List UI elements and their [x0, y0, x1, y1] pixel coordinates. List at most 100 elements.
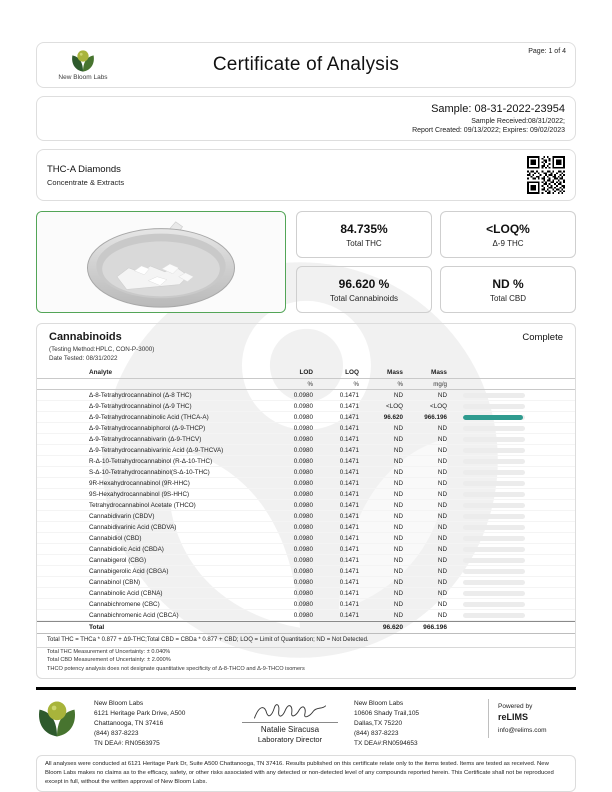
footer-divider — [36, 686, 576, 690]
summary-grid: 84.735% Total THC <LOQ% Δ-9 THC 96.620 %… — [296, 211, 576, 313]
mass-bar — [447, 447, 567, 453]
analyte-mass-mg: ND — [437, 457, 447, 465]
table-row: Cannabinolic Acid (CBNA) 0.0980 0.1471 N… — [37, 588, 575, 599]
analyte-mass-pct: 96.620 — [383, 413, 403, 421]
analyte-name: Cannabidiolic Acid (CBDA) — [89, 545, 164, 553]
analyte-loq: 0.1471 — [339, 534, 359, 542]
lab-city: Dallas,TX 75220 — [354, 719, 403, 727]
analyte-loq: 0.1471 — [339, 479, 359, 487]
analyte-loq: 0.1471 — [339, 600, 359, 608]
mass-bar — [447, 546, 567, 552]
analyte-mass-mg: ND — [437, 556, 447, 564]
uncertainty-thc: Total THC Measurement of Uncertainty: ± … — [47, 649, 171, 655]
col-lod: LOD — [299, 369, 314, 376]
lab-phone: (844) 837-8223 — [354, 729, 399, 737]
watermark-logo-icon — [102, 262, 498, 658]
product-name: THC-A Diamonds — [47, 163, 121, 175]
analyte-lod: 0.0980 — [293, 545, 313, 553]
powered-by-brand: reLIMS — [498, 711, 529, 722]
analyte-mass-pct: ND — [393, 523, 403, 531]
analyte-mass-pct: ND — [393, 589, 403, 597]
uncertainty-cbd: Total CBD Measurement of Uncertainty: ± … — [47, 657, 171, 664]
mass-bar-track — [463, 447, 525, 453]
summary-value: <LOQ% — [486, 221, 530, 236]
lab-name: New Bloom Labs — [354, 699, 404, 707]
cannabinoids-section: Cannabinoids Complete (Testing Method:HP… — [36, 323, 576, 679]
date-tested: Date Tested: 08/31/2022 — [49, 355, 118, 362]
footer: New Bloom Labs 6121 Heritage Park Drive,… — [36, 698, 576, 749]
analyte-loq: 0.1471 — [339, 457, 359, 465]
analyte-name: R-Δ-10-Tetrahydrocannabinol (R-Δ-10-THC) — [89, 457, 213, 465]
unit-lod: % — [307, 380, 313, 388]
sample-received: Sample Received:08/31/2022; — [471, 117, 565, 125]
page-title: Certificate of Analysis — [212, 54, 400, 75]
testing-method: (Testing Method:HPLC, CON-P-3000) — [49, 345, 155, 353]
mass-bar-track — [463, 403, 525, 409]
unit-mass-mg: mg/g — [433, 380, 447, 388]
analyte-lod: 0.0980 — [293, 435, 313, 443]
analyte-mass-mg: ND — [437, 578, 447, 586]
analyte-mass-pct: ND — [393, 435, 403, 443]
qr-code-icon — [527, 156, 565, 194]
analyte-mass-pct: ND — [393, 479, 403, 487]
analyte-lod: 0.0980 — [293, 457, 313, 465]
mass-bar-track — [463, 601, 525, 607]
analyte-name: Cannabichromene (CBC) — [89, 600, 160, 608]
analyte-name: Cannabichromenic Acid (CBCA) — [89, 611, 179, 619]
summary-label: Total CBD — [489, 293, 526, 303]
analyte-loq: 0.1471 — [339, 435, 359, 443]
mass-bar — [447, 601, 567, 607]
analyte-loq: 0.1471 — [339, 589, 359, 597]
mass-bar-track — [463, 590, 525, 596]
analyte-mass-pct: ND — [393, 490, 403, 498]
table-row: Cannabidivarinic Acid (CBDVA) 0.0980 0.1… — [37, 522, 575, 533]
analyte-mass-pct: ND — [393, 556, 403, 564]
col-mass-pct: Mass — [387, 369, 403, 376]
mass-bar — [447, 458, 567, 464]
analyte-mass-pct: ND — [393, 468, 403, 476]
analyte-loq: 0.1471 — [339, 402, 359, 410]
analyte-mass-pct: ND — [393, 457, 403, 465]
table-row: R-Δ-10-Tetrahydrocannabinol (R-Δ-10-THC)… — [37, 456, 575, 467]
table-units-row: % % % mg/g — [37, 379, 575, 390]
sample-info-box: Sample: 08-31-2022-23954 Sample Received… — [36, 96, 576, 141]
mass-bar — [447, 436, 567, 442]
analyte-name: Δ-9-Tetrahydrocannabivarinic Acid (Δ-9-T… — [89, 446, 224, 454]
analyte-lod: 0.0980 — [293, 446, 313, 454]
signatory-name: Natalie Siracusa — [260, 724, 320, 734]
analyte-lod: 0.0980 — [293, 600, 313, 608]
analyte-name: Cannabidiol (CBD) — [89, 534, 142, 542]
analyte-name: Cannabinolic Acid (CBNA) — [89, 589, 163, 597]
analyte-lod: 0.0980 — [293, 589, 313, 597]
table-row: Cannabidiolic Acid (CBDA) 0.0980 0.1471 … — [37, 544, 575, 555]
analyte-mass-mg: ND — [437, 468, 447, 476]
analyte-loq: 0.1471 — [339, 424, 359, 432]
summary-label: Δ-9 THC — [492, 238, 524, 248]
product-info-box: THC-A Diamonds Concentrate & Extracts — [36, 149, 576, 201]
summary-box: 96.620 % Total Cannabinoids — [296, 266, 432, 313]
analyte-mass-pct: ND — [393, 424, 403, 432]
analyte-lod: 0.0980 — [293, 578, 313, 586]
analyte-mass-pct: ND — [393, 534, 403, 542]
analyte-mass-pct: ND — [393, 611, 403, 619]
lab-name: New Bloom Labs — [94, 699, 144, 707]
mass-bar — [447, 524, 567, 530]
total-mass-mg: 966.196 — [423, 624, 447, 631]
mass-bar — [447, 557, 567, 563]
lab-street: 10606 Shady Trail,105 — [354, 709, 420, 717]
table-row: Δ-8-Tetrahydrocannabinol (Δ-8 THC) 0.098… — [37, 390, 575, 401]
product-category: Concentrate & Extracts — [47, 177, 125, 187]
table-total-row: Total 96.620 966.196 — [37, 621, 575, 634]
mass-bar-track — [463, 414, 525, 420]
mass-bar-track — [463, 491, 525, 497]
mass-bar-track — [463, 436, 525, 442]
analyte-mass-mg: ND — [437, 545, 447, 553]
analyte-mass-pct: ND — [393, 600, 403, 608]
analyte-mass-mg: ND — [437, 534, 447, 542]
analyte-loq: 0.1471 — [339, 501, 359, 509]
table-row: Δ-9-Tetrahydrocannabinol (Δ-9 THC) 0.098… — [37, 401, 575, 412]
table-row: Cannabigerol (CBG) 0.0980 0.1471 ND ND — [37, 555, 575, 566]
powered-by-email: info@relims.com — [498, 726, 547, 734]
analyte-mass-mg: <LOQ — [430, 402, 447, 410]
table-row: Cannabichromene (CBC) 0.0980 0.1471 ND N… — [37, 599, 575, 610]
